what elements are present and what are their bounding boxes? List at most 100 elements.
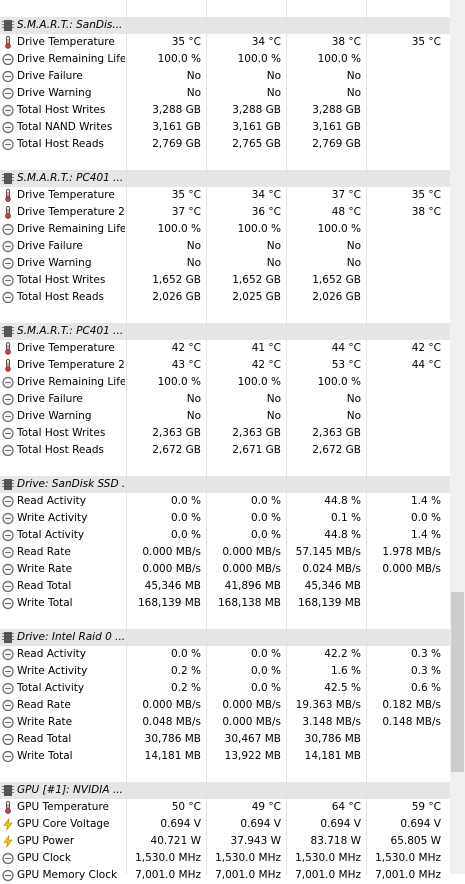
sensor-row[interactable]: Total Host Reads 2,026 GB 2,025 GB 2,026 GB <box>0 289 450 306</box>
average-value: 0.6 % <box>410 682 441 694</box>
sensor-label: Write Total <box>17 597 73 609</box>
current-value: 100.0 % <box>157 376 201 388</box>
average-value <box>367 374 441 391</box>
current-value: 2,769 GB <box>152 138 201 150</box>
sensor-row[interactable]: Drive Remaining Life 100.0 % 100.0 % 100.0 … <box>0 374 450 391</box>
sensor-row[interactable]: Total Host Reads 2,769 GB 2,765 GB 2,769 GB <box>0 136 450 153</box>
maximum-value: 7,001.0 MHz <box>295 869 361 881</box>
minimum-value: 0.0 % <box>250 512 281 524</box>
sensor-row[interactable]: Total NAND Writes 3,161 GB 3,161 GB 3,161 G… <box>0 119 450 136</box>
sensor-row[interactable]: Drive Temperature 35 °C 34 °C 38 °C 35 °C <box>0 34 450 51</box>
sensor-row[interactable]: Drive Failure No No No <box>0 391 450 408</box>
sensor-label: Drive Temperature <box>17 342 115 354</box>
sensor-row[interactable]: Write Rate 0.048 MB/s 0.000 MB/s 3.148 MB/s… <box>0 714 450 731</box>
maximum-value: No <box>346 257 361 269</box>
column-divider <box>126 0 127 874</box>
minimum-value: 100.0 % <box>237 223 281 235</box>
group-header[interactable]: Drive: SanDisk SSD ... <box>0 476 450 493</box>
maximum-value: 1,652 GB <box>312 274 361 286</box>
sensor-label: Drive Temperature <box>17 189 115 201</box>
thermometer-icon <box>2 204 15 221</box>
maximum-value: 45,346 MB <box>304 580 361 592</box>
group-title: S.M.A.R.T.: PC401 ... <box>17 172 124 184</box>
sensor-row[interactable]: GPU Memory Clock 7,001.0 MHz 7,001.0 MHz 7,… <box>0 867 450 884</box>
group-header[interactable]: S.M.A.R.T.: PC401 ... <box>0 170 450 187</box>
minimum-value: 34 °C <box>251 36 281 48</box>
sensor-row[interactable]: Total Host Writes 2,363 GB 2,363 GB 2,363 G… <box>0 425 450 442</box>
clock-icon <box>2 272 15 289</box>
maximum-value: 44.8 % <box>324 495 361 507</box>
chip-icon <box>2 476 15 493</box>
sensor-row[interactable]: Drive Temperature 2 43 °C 42 °C 53 °C 44 °C <box>0 357 450 374</box>
group-header[interactable]: S.M.A.R.T.: PC401 ... <box>0 323 450 340</box>
sensor-label: Drive Failure <box>17 70 83 82</box>
minimum-value: 0.0 % <box>250 648 281 660</box>
sensor-row[interactable]: Write Activity 0.0 % 0.0 % 0.1 % 0.0 % <box>0 510 450 527</box>
sensor-label: Drive Warning <box>17 87 92 99</box>
minimum-value: 13,922 MB <box>224 750 281 762</box>
sensor-label: Drive Temperature 2 <box>17 359 125 371</box>
current-value: 0.694 V <box>160 818 201 830</box>
sensor-row[interactable]: Write Activity 0.2 % 0.0 % 1.6 % 0.3 % <box>0 663 450 680</box>
minimum-value: No <box>266 240 281 252</box>
sensor-row[interactable]: Write Total 168,139 MB 168,138 MB 168,139 M… <box>0 595 450 612</box>
sensor-row[interactable]: Drive Warning No No No <box>0 85 450 102</box>
current-value: 168,139 MB <box>137 597 201 609</box>
current-value: 43 °C <box>171 359 201 371</box>
clock-icon <box>2 425 15 442</box>
maximum-value: 19.363 MB/s <box>295 699 361 711</box>
sensor-row[interactable]: Drive Temperature 35 °C 34 °C 37 °C 35 °C <box>0 187 450 204</box>
minimum-value: 34 °C <box>251 189 281 201</box>
group-header[interactable]: S.M.A.R.T.: SanDis... <box>0 17 450 34</box>
maximum-value: 3,161 GB <box>312 121 361 133</box>
sensor-row[interactable]: Drive Failure No No No <box>0 238 450 255</box>
sensor-row[interactable]: Total Activity 0.2 % 0.0 % 42.5 % 0.6 % <box>0 680 450 697</box>
sensor-row[interactable]: Read Activity 0.0 % 0.0 % 42.2 % 0.3 % <box>0 646 450 663</box>
scrollbar-thumb[interactable] <box>451 592 464 772</box>
clock-icon <box>2 85 15 102</box>
maximum-value: 2,363 GB <box>312 427 361 439</box>
sensor-row[interactable]: Drive Failure No No No <box>0 68 450 85</box>
sensor-row[interactable]: GPU Core Voltage 0.694 V 0.694 V 0.694 V 0.6… <box>0 816 450 833</box>
sensor-row[interactable]: Total Host Writes 1,652 GB 1,652 GB 1,652 G… <box>0 272 450 289</box>
vertical-scrollbar[interactable] <box>450 0 465 874</box>
sensor-row[interactable]: Read Total 30,786 MB 30,467 MB 30,786 MB <box>0 731 450 748</box>
sensor-row[interactable]: Total Host Writes 3,288 GB 3,288 GB 3,288 G… <box>0 102 450 119</box>
sensor-row[interactable]: Read Rate 0.000 MB/s 0.000 MB/s 19.363 MB/s… <box>0 697 450 714</box>
sensor-label: Drive Temperature <box>17 36 115 48</box>
clock-icon <box>2 289 15 306</box>
sensor-row[interactable]: Total Host Reads 2,672 GB 2,671 GB 2,672 GB <box>0 442 450 459</box>
sensor-row[interactable]: Write Rate 0.000 MB/s 0.000 MB/s 0.024 MB/s… <box>0 561 450 578</box>
sensor-row[interactable]: Read Total 45,346 MB 41,896 MB 45,346 MB <box>0 578 450 595</box>
sensor-row[interactable]: Drive Warning No No No <box>0 255 450 272</box>
sensor-row[interactable]: Drive Warning No No No <box>0 408 450 425</box>
average-value: 1,530.0 MHz <box>375 852 441 864</box>
group-spacer <box>0 0 450 17</box>
sensor-row[interactable]: Read Activity 0.0 % 0.0 % 44.8 % 1.4 % <box>0 493 450 510</box>
maximum-value: 38 °C <box>331 36 361 48</box>
minimum-value: 0.000 MB/s <box>222 716 281 728</box>
sensor-row[interactable]: Total Activity 0.0 % 0.0 % 44.8 % 1.4 % <box>0 527 450 544</box>
average-value: 65.805 W <box>390 835 441 847</box>
sensor-row[interactable]: GPU Clock 1,530.0 MHz 1,530.0 MHz 1,530.0 M… <box>0 850 450 867</box>
average-value: 1.4 % <box>410 495 441 507</box>
lightning-icon <box>2 816 15 833</box>
group-header[interactable]: Drive: Intel Raid 0 ... <box>0 629 450 646</box>
sensor-row[interactable]: Drive Remaining Life 100.0 % 100.0 % 100.0 … <box>0 51 450 68</box>
minimum-value: 168,138 MB <box>217 597 281 609</box>
maximum-value: No <box>346 70 361 82</box>
maximum-value: 30,786 MB <box>304 733 361 745</box>
sensor-row[interactable]: GPU Temperature 50 °C 49 °C 64 °C 59 °C <box>0 799 450 816</box>
group-header[interactable]: GPU [#1]: NVIDIA ... <box>0 782 450 799</box>
sensor-row[interactable]: GPU Power 40.721 W 37.943 W 83.718 W 65.805 … <box>0 833 450 850</box>
average-value <box>367 68 441 85</box>
minimum-value: 2,363 GB <box>232 427 281 439</box>
sensor-row[interactable]: Drive Temperature 2 37 °C 36 °C 48 °C 38 °C <box>0 204 450 221</box>
minimum-value: No <box>266 70 281 82</box>
sensor-row[interactable]: Drive Temperature 42 °C 41 °C 44 °C 42 °C <box>0 340 450 357</box>
sensor-row[interactable]: Drive Remaining Life 100.0 % 100.0 % 100.0 … <box>0 221 450 238</box>
sensor-row[interactable]: Write Total 14,181 MB 13,922 MB 14,181 MB <box>0 748 450 765</box>
sensor-row[interactable]: Read Rate 0.000 MB/s 0.000 MB/s 57.145 MB/s… <box>0 544 450 561</box>
group-title: Drive: Intel Raid 0 ... <box>17 631 125 643</box>
chip-icon <box>2 782 15 799</box>
